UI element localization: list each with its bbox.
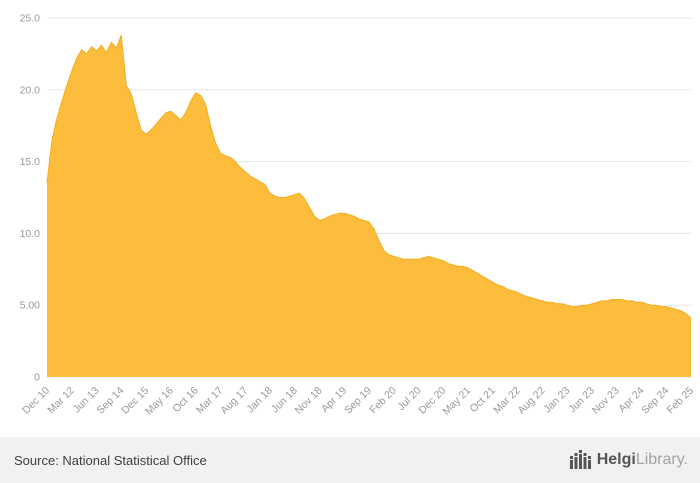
source-label: Source: National Statistical Office [14, 452, 207, 468]
logo-text-bold: Helgi [596, 451, 636, 468]
x-tick-label: Jan 23 [542, 385, 573, 416]
x-tick-label: Feb 25 [665, 385, 697, 417]
x-tick-label: Aug 22 [516, 385, 548, 417]
chart-footer: Source: National Statistical Office Helg… [0, 437, 700, 483]
x-tick-label: Aug 17 [218, 385, 250, 417]
area-chart: 0 5.00 10.0 15.0 20.0 25.0 Dec 10 Mar 12 Jun 13 S… [19, 12, 697, 418]
x-tick-label: May 21 [440, 385, 473, 418]
x-tick-label: Sep 19 [342, 385, 374, 417]
x-tick-label: Nov 18 [293, 385, 325, 417]
y-tick-label: 25.0 [20, 13, 41, 25]
helgi-logo-text: HelgiLibrary. [597, 452, 688, 468]
x-tick-label: May 16 [143, 385, 176, 418]
x-tick-label: Mar 12 [45, 385, 77, 417]
area-series [47, 35, 691, 377]
x-tick-label: Sep 24 [639, 385, 671, 417]
y-tick-label: 5.00 [20, 300, 41, 312]
y-tick-label: 10.0 [20, 228, 41, 240]
logo-text-light: Library. [635, 451, 688, 468]
helgi-logo[interactable]: HelgiLibrary. [569, 449, 688, 471]
y-tick-label: 15.0 [20, 156, 41, 168]
x-tick-label: Nov 23 [590, 385, 622, 417]
y-tick-label: 20.0 [20, 84, 41, 96]
x-tick-label: Dec 10 [20, 385, 52, 417]
x-tick-label: Feb 20 [367, 385, 399, 417]
helgi-bars-icon [569, 450, 591, 469]
x-tick-label: Jan 18 [244, 385, 275, 416]
area-series-edge [46, 35, 692, 319]
y-tick-label: 0 [34, 372, 40, 384]
